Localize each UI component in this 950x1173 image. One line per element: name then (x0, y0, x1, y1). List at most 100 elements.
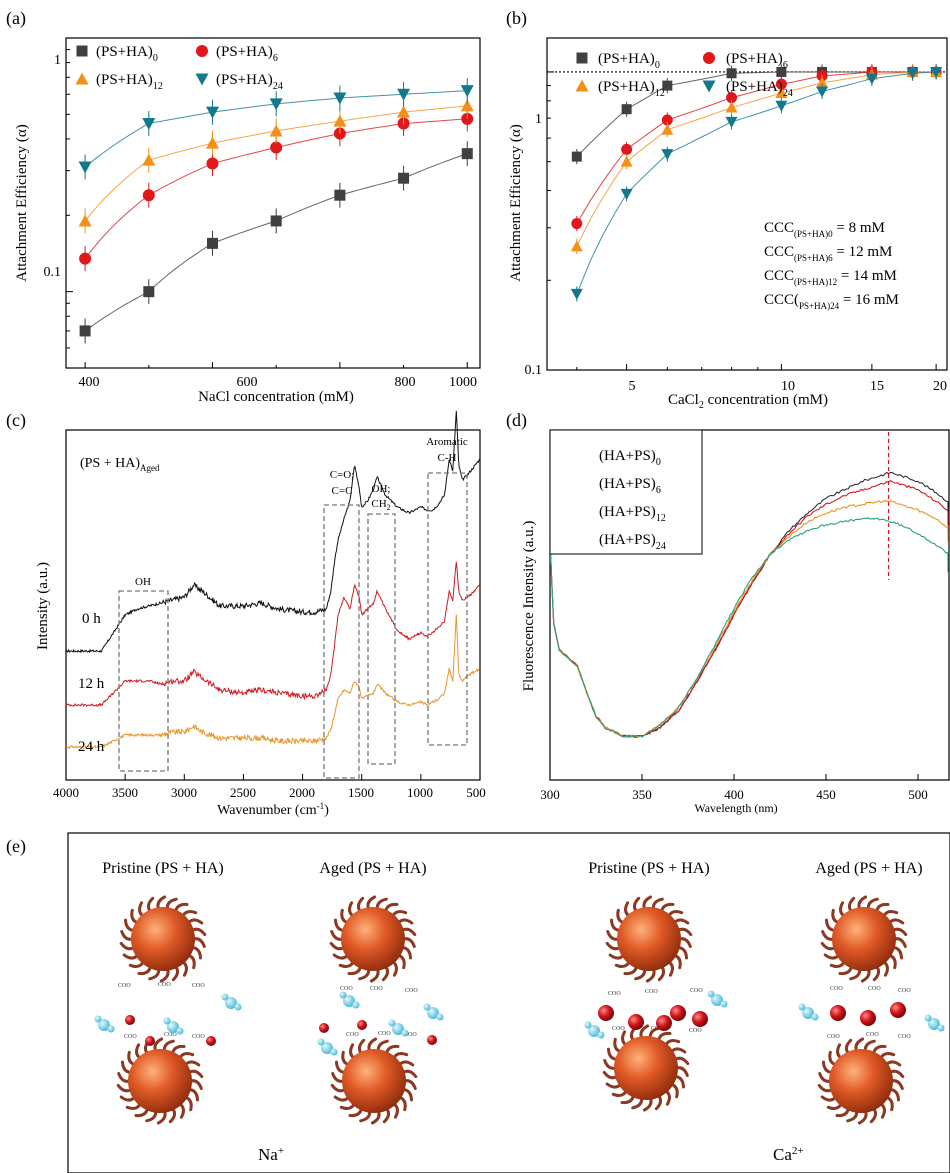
legend-marker (703, 52, 715, 64)
ion-label-calcium: Ca2+ (773, 1145, 804, 1164)
hydrogen-atom (798, 1003, 806, 1011)
data-point (571, 151, 582, 162)
hydrogen-atom (937, 1024, 945, 1032)
data-point (725, 101, 738, 113)
carboxyl-group: COO (651, 1026, 664, 1032)
data-point (78, 161, 92, 174)
oxygen-atom (802, 1007, 814, 1019)
data-point (776, 66, 787, 77)
panel-a-xtick: 600 (237, 375, 258, 390)
panel-b-ytick: 1 (535, 112, 542, 127)
data-point (460, 85, 474, 98)
panel-d-xtick: 300 (540, 787, 560, 802)
polystyrene-sphere (832, 907, 896, 971)
data-point (398, 172, 410, 184)
panel-a-axes (65, 37, 481, 369)
water-molecule (221, 993, 242, 1011)
particle-pristine-ca-bottom (602, 1024, 690, 1112)
panel-a-xtick: 400 (79, 375, 100, 390)
box-ch2 (367, 513, 396, 765)
legend-marker (75, 72, 89, 85)
panel-e-label: (e) (6, 836, 26, 857)
data-point (726, 68, 737, 79)
polystyrene-sphere (614, 1036, 678, 1100)
hydrogen-atom (234, 1003, 242, 1011)
panel-d: (d) Fluorescence Intensity (a.u.) Wavele… (506, 410, 950, 815)
panel-d-xtick: 500 (908, 787, 928, 802)
carboxyl-group: COO (830, 986, 843, 992)
data-point (269, 124, 283, 137)
hydrogen-atom (176, 1027, 184, 1035)
panel-a-xtick: 1000 (449, 375, 477, 390)
carboxyl-group: COO (608, 991, 621, 997)
legend-marker (196, 45, 208, 57)
calcium-ion (692, 1011, 708, 1027)
legend-entry: (PS+HA)12 (598, 79, 665, 99)
calcium-ion (670, 1005, 686, 1021)
panel-c-ylabel: Intensity (a.u.) (35, 562, 51, 650)
data-point (79, 252, 92, 265)
hydrogen-atom (436, 1013, 444, 1021)
calcium-ion (860, 1010, 876, 1026)
panel-d-xtick: 350 (632, 787, 652, 802)
data-point (930, 66, 943, 78)
ccc-line: CCC(PS+HA)12 = 14 mM (764, 268, 897, 287)
carboxyl-group: COO (192, 983, 205, 989)
particle-pristine-ca-top (605, 895, 693, 983)
panel-a-label: (a) (6, 8, 26, 29)
panel-b-xtick: 10 (781, 379, 795, 394)
ccc-annotations: CCC(PS+HA)0 = 8 mM CCC(PS+HA)6 = 12 mM C… (764, 220, 899, 311)
panel-b-xlabel: CaCl2 concentration (mM) (668, 392, 828, 411)
particle-pristine-na-top (119, 895, 207, 983)
data-point (206, 237, 218, 249)
hydrogen-atom (352, 1001, 360, 1009)
panel-a-ylabel: Attachment Efficiency (α) (14, 124, 30, 282)
panel-d-axes (549, 429, 950, 781)
curve-label-24h: 24 h (78, 739, 105, 755)
oxygen-atom (343, 995, 355, 1007)
oxygen-atom (321, 1042, 333, 1054)
box-label-ch2-1: OH; (372, 483, 391, 495)
legend-entry: (PS+HA)12 (96, 72, 163, 92)
data-point (661, 123, 674, 135)
fluorescence-line (549, 517, 949, 739)
panel-b-ytick: 0.1 (525, 363, 543, 378)
water-molecule (924, 1014, 945, 1032)
data-point (725, 116, 738, 128)
carboxyl-group: COO (645, 989, 658, 995)
data-point (270, 215, 282, 227)
panel-c-xtick: 4000 (53, 785, 79, 800)
box-label-aromatic-1: Aromatic (426, 436, 468, 448)
particle-aged-ca-top (820, 895, 908, 983)
data-point (906, 68, 919, 80)
box-label-aromatic-2: C-H (438, 452, 457, 464)
panel-a-ytick: 1 (54, 53, 61, 68)
calcium-ion (890, 1002, 906, 1018)
data-point (662, 80, 673, 91)
panel-c-xlabel: Wavenumber (cm-1) (217, 801, 329, 818)
data-point (620, 188, 633, 200)
ccc-line: CCC(PS+HA)6 = 12 mM (764, 244, 892, 263)
data-point (775, 86, 788, 98)
data-point (726, 92, 738, 104)
calcium-ion (628, 1014, 644, 1030)
ccc-line: CCC(PS+HA)24 = 16 mM (764, 292, 899, 311)
spectrum-line (65, 561, 480, 707)
legend-entry: (PS+HA)24 (726, 79, 793, 99)
box-label-ch2-2: CH2 (371, 498, 390, 512)
legend-marker (575, 79, 589, 92)
panel-b: (b) Attachment Efficiency (α) CaCl2 conc… (506, 8, 948, 411)
legend-entry: (PS+HA)0 (96, 44, 158, 64)
hydrogen-atom (107, 1025, 115, 1033)
data-point (397, 88, 411, 101)
sodium-ion (125, 1015, 135, 1025)
particle-aged-na-bottom (330, 1037, 418, 1125)
carboxyl-group: COO (868, 986, 881, 992)
panel-a-xlabel: NaCl concentration (mM) (198, 389, 354, 405)
box-label-carbonyl-2: C=C (332, 485, 353, 497)
polystyrene-sphere (342, 1049, 406, 1113)
hydrogen-atom (401, 1029, 409, 1037)
water-molecule (798, 1003, 819, 1021)
oxygen-atom (392, 1023, 404, 1035)
